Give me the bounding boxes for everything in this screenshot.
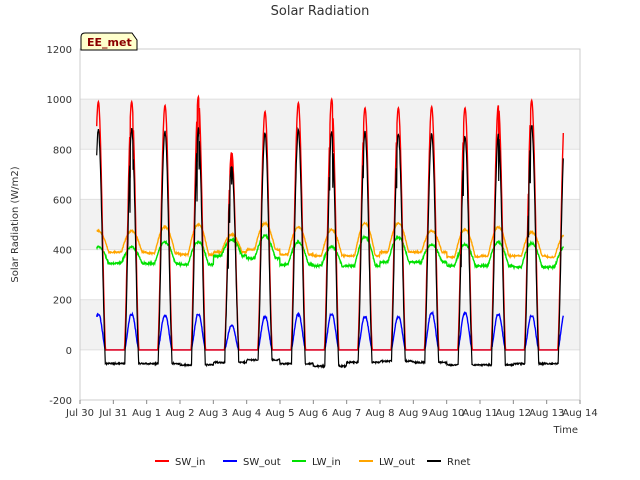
y-tick-label: 400 [53, 246, 72, 257]
plot-frame [79, 48, 581, 401]
background-band [80, 299, 580, 350]
x-tick-label: Aug 2 [165, 408, 194, 419]
y-axis-ticks: -200 0 200 400 600 800 1000 1200 [47, 45, 72, 407]
legend-label: SW_in [175, 457, 205, 468]
station-badge-label: EE_met [87, 36, 132, 49]
legend-label: Rnet [447, 457, 470, 468]
x-axis-ticks: Jul 30 Jul 31 Aug 1 Aug 2 Aug 3 Aug 4 Aug 5 Aug… [65, 400, 598, 419]
series-layer [96, 94, 564, 370]
x-tick-label: Aug 4 [232, 408, 261, 419]
y-tick-label: 0 [66, 346, 72, 357]
x-tick-label: Aug 12 [496, 408, 531, 419]
y-tick-label: 600 [53, 195, 72, 206]
x-tick-label: Jul 31 [98, 408, 127, 419]
background-band [80, 49, 580, 100]
y-tick-label: 200 [53, 296, 72, 307]
background-band [80, 349, 580, 400]
x-tick-label: Aug 7 [332, 408, 361, 419]
series-line-lw-in [96, 233, 564, 271]
x-axis-title: Time [553, 425, 578, 436]
x-tick-label: Aug 6 [299, 408, 328, 419]
x-tick-label: Aug 13 [529, 408, 564, 419]
legend-label: LW_in [312, 457, 341, 468]
x-tick-label: Jul 30 [65, 408, 94, 419]
legend-label: LW_out [379, 457, 415, 468]
x-tick-label: Aug 10 [429, 408, 464, 419]
y-tick-label: -200 [49, 396, 72, 407]
y-tick-label: 800 [53, 145, 72, 156]
x-tick-label: Aug 3 [199, 408, 228, 419]
station-badge-box [80, 32, 138, 51]
x-tick-label: Aug 9 [399, 408, 428, 419]
x-tick-label: Aug 11 [462, 408, 497, 419]
background-band [80, 249, 580, 300]
chart-title: Solar Radiation [271, 4, 370, 19]
series-line-sw-in [96, 94, 564, 351]
legend: SW_in SW_out LW_in LW_out Rnet [155, 457, 470, 468]
x-tick-label: Aug 14 [562, 408, 597, 419]
series-line-lw-out [96, 220, 564, 260]
background-band [80, 199, 580, 250]
y-tick-label: 1200 [47, 45, 72, 56]
legend-label: SW_out [243, 457, 281, 468]
y-tick-label: 1000 [47, 95, 72, 106]
x-tick-label: Aug 8 [365, 408, 394, 419]
series-line-rnet [96, 125, 564, 370]
x-tick-label: Aug 5 [265, 408, 294, 419]
y-axis-title: Solar Radiation (W/m2) [10, 166, 21, 282]
station-badge: EE_met [80, 32, 138, 51]
x-tick-label: Aug 1 [132, 408, 161, 419]
